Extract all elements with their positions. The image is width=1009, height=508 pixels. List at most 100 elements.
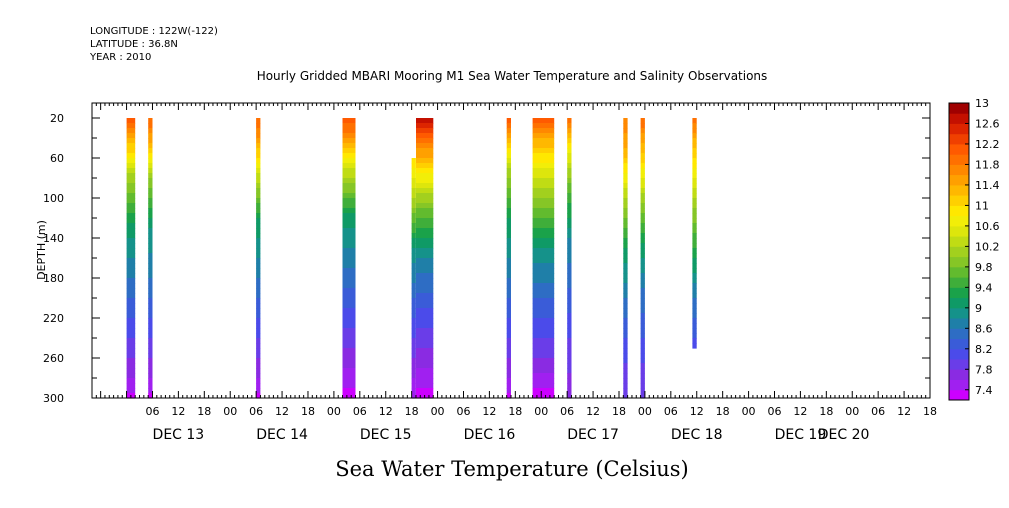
heatmap-cell [567,338,572,344]
heatmap-cell [416,288,434,294]
data-column-4 [342,118,356,399]
heatmap-cell [148,248,153,254]
heatmap-cell [692,338,697,344]
x-tick-label: 00 [223,405,237,418]
colorbar-title: Sea Water Temperature (Celsius) [335,457,689,481]
heatmap-cell [148,368,153,374]
heatmap-cell [342,148,356,154]
heatmap-cell [692,118,697,124]
heatmap-cell [148,273,153,279]
heatmap-cell [640,253,645,259]
heatmap-cell [416,363,434,369]
heatmap-cell [640,368,645,374]
heatmap-cell [532,373,555,379]
heatmap-cell [342,193,356,199]
heatmap-cell [640,233,645,239]
heatmap-cell [532,288,555,294]
heatmap-cell [532,188,555,194]
x-tick-label: 18 [508,405,522,418]
heatmap-cell [342,383,356,389]
heatmap-cell [126,253,136,259]
heatmap-cell [126,373,136,379]
colorbar-swatch [949,154,969,165]
heatmap-cell [640,228,645,234]
heatmap-cell [126,368,136,374]
y-tick-label: 300 [43,392,64,405]
heatmap-cell [567,318,572,324]
heatmap-cell [623,148,628,154]
heatmap-cell [256,148,261,154]
heatmap-cell [342,143,356,149]
heatmap-cell [532,353,555,359]
heatmap-cell [256,188,261,194]
heatmap-cell [567,378,572,384]
heatmap-cell [342,298,356,304]
heatmap-cell [148,203,153,209]
heatmap-cell [148,308,153,314]
heatmap-cell [126,308,136,314]
heatmap-cell [416,133,434,139]
heatmap-cell [256,218,261,224]
heatmap-cell [411,183,416,189]
heatmap-cell [567,253,572,259]
data-column-1 [126,118,136,399]
heatmap-cell [126,193,136,199]
heatmap-cell [256,368,261,374]
heatmap-cell [623,253,628,259]
heatmap-cell [640,198,645,204]
heatmap-cell [623,223,628,229]
heatmap-cell [411,213,416,219]
heatmap-cell [256,293,261,299]
heatmap-cell [342,313,356,319]
heatmap-cell [148,238,153,244]
heatmap-cell [640,178,645,184]
heatmap-cell [411,248,416,254]
heatmap-cell [148,213,153,219]
heatmap-cell [506,323,511,329]
heatmap-cell [623,313,628,319]
heatmap-cell [692,303,697,309]
heatmap-cell [532,338,555,344]
heatmap-cell [692,243,697,249]
heatmap-cells [126,118,697,399]
heatmap-cell [567,258,572,264]
heatmap-cell [416,308,434,314]
heatmap-cell [640,303,645,309]
heatmap-cell [126,288,136,294]
x-tick-label: 12 [275,405,289,418]
heatmap-cell [623,178,628,184]
colorbar-tick-label: 8.2 [975,343,993,356]
x-tick-label: 06 [767,405,781,418]
heatmap-cell [623,143,628,149]
heatmap-cell [692,218,697,224]
heatmap-cell [567,208,572,214]
heatmap-cell [148,218,153,224]
heatmap-cell [506,358,511,364]
heatmap-cell [416,348,434,354]
y-tick-label: 60 [50,152,64,165]
heatmap-cell [506,368,511,374]
heatmap-cell [692,163,697,169]
heatmap-cell [692,128,697,134]
heatmap-cell [416,293,434,299]
heatmap-cell [416,353,434,359]
heatmap-cell [411,208,416,214]
heatmap-cell [126,383,136,389]
colorbar-tick-label: 10.6 [975,220,1000,233]
x-tick-label: 06 [353,405,367,418]
heatmap-cell [532,358,555,364]
heatmap-cell [692,148,697,154]
heatmap-cell [411,268,416,274]
heatmap-cell [256,178,261,184]
heatmap-cell [148,313,153,319]
heatmap-cell [692,323,697,329]
heatmap-cell [567,118,572,124]
heatmap-cell [256,163,261,169]
heatmap-cell [567,148,572,154]
heatmap-cell [567,333,572,339]
heatmap-cell [567,328,572,334]
heatmap-cell [567,228,572,234]
heatmap-cell [532,148,555,154]
heatmap-cell [256,118,261,124]
colorbar-tick-label: 8.6 [975,322,993,335]
